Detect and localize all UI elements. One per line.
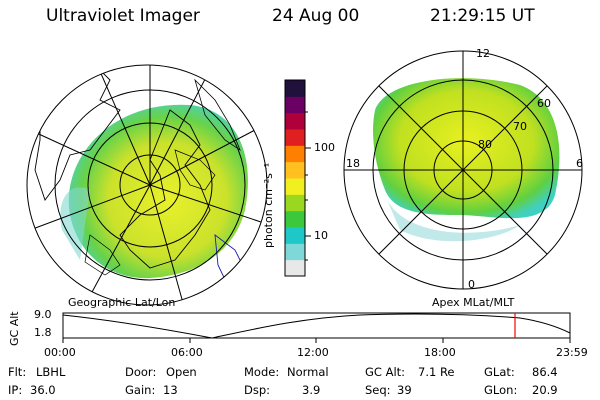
info-gain-label: Gain: [125, 383, 156, 397]
info-glat-value: 86.4 [532, 365, 558, 379]
info-dsp-label: Dsp: [244, 383, 271, 397]
date-label: 24 Aug 00 [272, 6, 360, 26]
auroral-emission-geo [68, 104, 248, 279]
coastline-outline-2 [119, 109, 211, 269]
info-dsp-value: 3.9 [302, 383, 321, 397]
mlt-label-6: 6 [576, 157, 583, 170]
colorbar-label-100: 100 [314, 141, 335, 154]
colorbar-segment [285, 96, 305, 114]
coastline-outline-3 [174, 149, 216, 191]
geo-meridians [29, 65, 267, 305]
colorbar-segment [285, 243, 305, 261]
colorbar-label-10: 10 [314, 229, 328, 242]
geographic-caption: Geographic Lat/Lon [68, 296, 176, 309]
info-seq-label: Seq: [365, 383, 391, 397]
colorbar-segment [285, 112, 305, 130]
colorbar-segment [285, 210, 305, 228]
mlt-label-18: 18 [346, 157, 360, 170]
info-gcalt-label: GC Alt: [365, 365, 406, 379]
instrument-title: Ultraviolet Imager [46, 6, 200, 26]
colorbar-segment [285, 80, 305, 97]
geographic-map [26, 64, 268, 306]
timeline-tick-0600: 06:00 [171, 346, 203, 359]
info-door-label: Door: [125, 365, 157, 379]
orbit-timeline [62, 312, 571, 343]
colorbar [284, 79, 311, 277]
coastline-outline-4 [84, 234, 121, 276]
timeline-tick-2359: 23:59 [556, 346, 588, 359]
auroral-oval-mlt [373, 78, 560, 219]
info-mode-label: Mode: [244, 365, 280, 379]
colorbar-segment [285, 129, 305, 146]
timeline-ybottom: 1.8 [34, 326, 52, 339]
time-label: 21:29:15 UT [430, 6, 535, 26]
colorbar-segment [285, 227, 305, 244]
info-ip-label: IP: [8, 383, 23, 397]
altitude-curve [62, 313, 571, 339]
coastline-outline-5 [194, 78, 241, 152]
info-door-value: Open [166, 365, 197, 379]
info-seq-value: 39 [397, 383, 412, 397]
colorbar-segment [285, 178, 305, 195]
colorbar-unit-label: photon cm⁻²s⁻¹ [262, 162, 275, 248]
info-flt-label: Flt: [8, 365, 27, 379]
mlat-label-70: 70 [513, 120, 527, 133]
magnetic-polar-map [343, 50, 583, 290]
info-mode-value: Normal [287, 365, 329, 379]
colorbar-segment [285, 145, 305, 163]
mlat-label-80: 80 [478, 138, 492, 151]
info-glat-label: GLat: [484, 365, 515, 379]
timeline-tick-0000: 00:00 [44, 346, 76, 359]
info-ip-value: 36.0 [30, 383, 56, 397]
info-glon-value: 20.9 [532, 383, 558, 397]
colorbar-segment [285, 194, 305, 212]
magnetic-caption: Apex MLat/MLT [432, 296, 515, 309]
info-gain-value: 13 [163, 383, 178, 397]
colorbar-segment [285, 259, 305, 277]
mlt-label-0: 0 [468, 278, 475, 291]
mlat-label-60: 60 [537, 97, 551, 110]
timeline-tick-1800: 18:00 [424, 346, 456, 359]
timeline-ytop: 9.0 [34, 308, 52, 321]
info-glon-label: GLon: [484, 383, 518, 397]
mlt-label-12: 12 [476, 47, 490, 60]
info-gcalt-value: 7.1 Re [418, 365, 455, 379]
timeline-ylabel: GC Alt [8, 311, 21, 346]
info-flt-value: LBHL [36, 365, 66, 379]
colorbar-segment [285, 161, 305, 179]
timeline-tick-1200: 12:00 [297, 346, 329, 359]
